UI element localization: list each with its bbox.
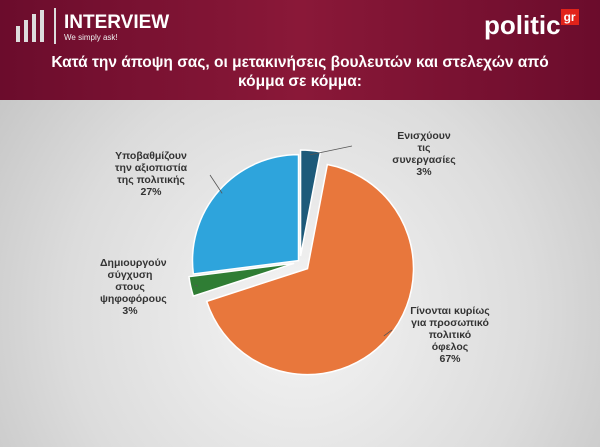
header: INTERVIEW We simply ask! politic gr Κατά … [0,0,600,100]
tagline: We simply ask! [64,33,118,42]
pie-slice [299,149,322,257]
leader-line [383,329,393,337]
category-label: Δημιουργούν σύγχυση στους ψηφοφόρους [100,257,167,305]
value-label: 67% [439,353,461,365]
leader-line [310,145,353,156]
category-label: Γίνονται κυρίως για προσωπικό πολιτικό ό… [410,305,490,353]
brand-icon [16,8,56,44]
value-label: 3% [416,166,432,178]
data-label: Δημιουργούν σύγχυση στους ψηφοφόρους 3% [100,257,167,317]
logo-suffix: gr [560,9,579,25]
data-label: Υποβαθμίζουν την αξιοπιστία της πολιτική… [110,150,192,198]
leader-line [209,174,223,194]
pie-slice [188,262,295,298]
category-label: Ενισχύουν τις συνεργασίες [392,130,456,166]
brand: INTERVIEW [64,12,170,33]
logo-main: politic [484,10,561,40]
category-label: Υποβαθμίζουν την αξιοπιστία της πολιτική… [114,150,188,186]
logo: politic gr [484,9,579,41]
value-label: 3% [122,305,138,317]
value-label: 27% [140,186,162,198]
pie-slice [205,163,415,376]
chart-title: Κατά την άποψη σας, οι μετακινήσεις βουλ… [51,54,549,90]
pie-slice [191,153,300,275]
data-label: Γίνονται κυρίως για προσωπικό πολιτικό ό… [410,305,490,365]
data-label: Ενισχύουν τις συνεργασίες 3% [392,130,456,178]
